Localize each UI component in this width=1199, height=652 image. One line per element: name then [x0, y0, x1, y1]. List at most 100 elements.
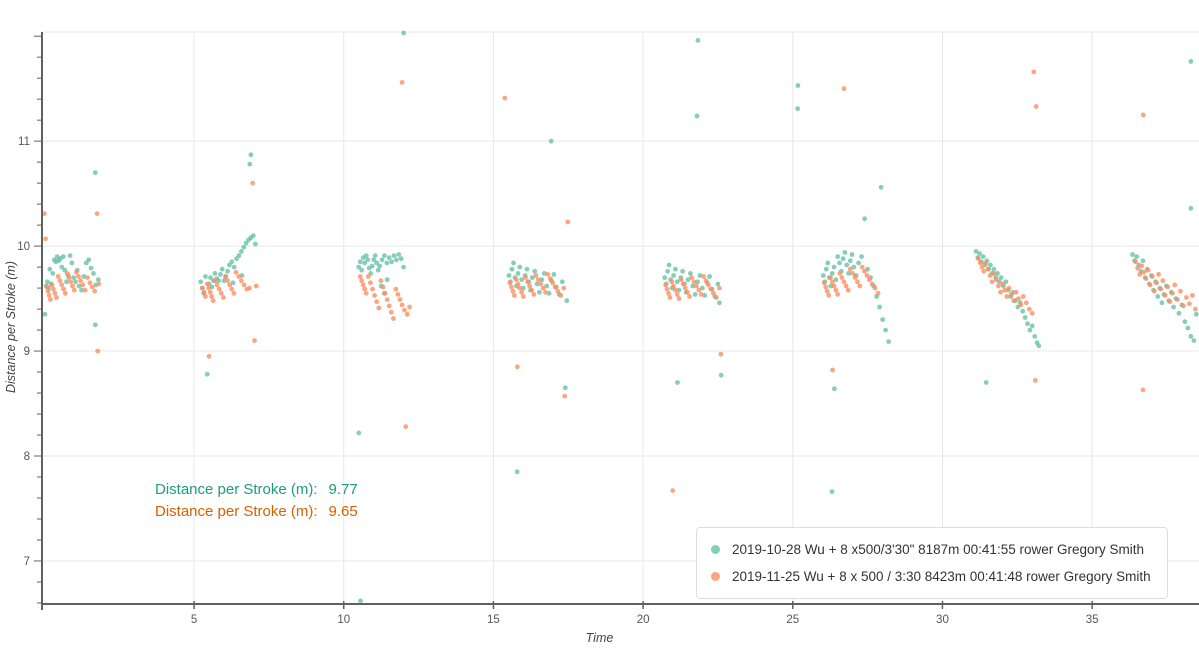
scatter-point-series-2[interactable] [252, 338, 257, 343]
scatter-point-series-1[interactable] [1025, 321, 1030, 327]
scatter-point-series-2[interactable] [1018, 302, 1024, 308]
scatter-point-series-2[interactable] [987, 273, 993, 278]
scatter-point-series-2[interactable] [214, 282, 220, 288]
scatter-point-series-1[interactable] [524, 266, 530, 272]
scatter-point-series-1[interactable] [564, 298, 570, 304]
scatter-point-series-2[interactable] [1170, 290, 1175, 296]
scatter-point-series-2[interactable] [74, 269, 79, 275]
scatter-point-series-2[interactable] [85, 275, 90, 280]
scatter-point-series-1[interactable] [676, 287, 682, 293]
scatter-point-series-2[interactable] [229, 286, 235, 292]
scatter-point-series-2[interactable] [1133, 259, 1138, 265]
scatter-point-series-2[interactable] [207, 289, 213, 295]
scatter-point-series-1[interactable] [715, 281, 721, 287]
scatter-point-series-1[interactable] [1188, 59, 1194, 64]
scatter-point-series-1[interactable] [1020, 308, 1026, 314]
scatter-point-series-1[interactable] [377, 263, 383, 269]
scatter-point-series-1[interactable] [991, 266, 997, 272]
scatter-point-series-2[interactable] [835, 292, 841, 297]
scatter-point-series-2[interactable] [362, 286, 368, 292]
scatter-point-series-2[interactable] [1029, 310, 1035, 316]
scatter-point-series-2[interactable] [1135, 265, 1140, 271]
scatter-point-series-2[interactable] [55, 274, 61, 279]
scatter-point-series-2[interactable] [1000, 281, 1005, 287]
scatter-point-series-1[interactable] [551, 272, 557, 277]
scatter-point-series-2[interactable] [221, 295, 226, 300]
scatter-point-series-1[interactable] [833, 277, 839, 283]
scatter-point-series-2[interactable] [1143, 276, 1149, 281]
scatter-point-series-2[interactable] [859, 264, 865, 270]
scatter-point-series-2[interactable] [42, 211, 47, 217]
scatter-point-series-1[interactable] [880, 317, 885, 322]
scatter-point-series-2[interactable] [231, 290, 237, 296]
scatter-point-series-2[interactable] [562, 393, 568, 399]
scatter-point-series-2[interactable] [823, 284, 829, 290]
scatter-point-series-2[interactable] [1002, 287, 1008, 293]
legend-item-series-2[interactable]: 2019-11-25 Wu + 8 x 500 / 3:30 8423m 00:… [711, 563, 1151, 590]
scatter-point-series-1[interactable] [877, 304, 882, 310]
scatter-point-series-1[interactable] [374, 260, 380, 266]
scatter-point-series-1[interactable] [559, 279, 565, 285]
scatter-point-series-2[interactable] [711, 290, 716, 296]
scatter-point-series-2[interactable] [857, 283, 863, 289]
scatter-point-series-1[interactable] [665, 268, 670, 274]
scatter-point-series-2[interactable] [206, 353, 212, 359]
scatter-point-series-1[interactable] [1036, 343, 1042, 349]
scatter-point-series-1[interactable] [662, 275, 668, 280]
scatter-point-series-2[interactable] [59, 282, 65, 288]
scatter-point-series-2[interactable] [1137, 272, 1143, 277]
scatter-point-series-2[interactable] [685, 289, 690, 295]
scatter-point-series-1[interactable] [42, 311, 48, 317]
scatter-point-series-2[interactable] [368, 280, 373, 286]
scatter-point-series-1[interactable] [69, 260, 75, 266]
scatter-point-series-2[interactable] [407, 304, 412, 310]
scatter-point-series-2[interactable] [552, 284, 558, 290]
scatter-point-series-1[interactable] [671, 273, 676, 278]
scatter-point-series-1[interactable] [239, 249, 244, 254]
scatter-point-series-1[interactable] [829, 489, 835, 495]
scatter-point-series-2[interactable] [694, 283, 699, 289]
scatter-point-series-2[interactable] [46, 293, 52, 298]
scatter-point-series-2[interactable] [76, 274, 81, 279]
scatter-point-series-2[interactable] [227, 282, 233, 288]
scatter-point-series-2[interactable] [708, 286, 714, 292]
scatter-point-series-1[interactable] [79, 287, 84, 293]
scatter-point-series-1[interactable] [695, 38, 701, 43]
scatter-point-series-2[interactable] [1140, 387, 1146, 393]
scatter-point-series-1[interactable] [50, 271, 56, 276]
scatter-point-series-2[interactable] [66, 275, 72, 280]
scatter-point-series-2[interactable] [380, 284, 386, 290]
scatter-point-series-2[interactable] [989, 279, 995, 285]
scatter-point-series-1[interactable] [358, 598, 363, 604]
scatter-point-series-1[interactable] [1027, 327, 1033, 333]
scatter-point-series-1[interactable] [1188, 334, 1194, 339]
scatter-point-series-1[interactable] [216, 278, 222, 284]
scatter-point-series-1[interactable] [534, 281, 540, 287]
scatter-point-series-1[interactable] [218, 272, 223, 277]
scatter-point-series-1[interactable] [840, 256, 846, 262]
scatter-point-series-1[interactable] [59, 264, 65, 270]
scatter-point-series-1[interactable] [382, 253, 387, 258]
scatter-point-series-1[interactable] [514, 469, 520, 475]
scatter-point-series-2[interactable] [1013, 289, 1019, 295]
scatter-point-series-2[interactable] [1139, 263, 1145, 269]
scatter-point-series-1[interactable] [384, 277, 390, 283]
scatter-point-series-2[interactable] [1149, 274, 1155, 279]
scatter-point-series-2[interactable] [64, 271, 70, 276]
scatter-point-series-2[interactable] [864, 273, 870, 278]
scatter-point-series-2[interactable] [43, 236, 48, 242]
scatter-point-series-2[interactable] [523, 275, 528, 280]
scatter-point-series-2[interactable] [821, 280, 827, 286]
scatter-point-series-2[interactable] [1167, 299, 1173, 305]
scatter-point-series-2[interactable] [527, 283, 532, 289]
scatter-point-series-1[interactable] [1185, 325, 1191, 331]
scatter-point-series-2[interactable] [388, 309, 394, 315]
scatter-point-series-2[interactable] [1190, 293, 1195, 298]
scatter-point-series-1[interactable] [95, 277, 101, 283]
scatter-point-series-1[interactable] [977, 251, 982, 256]
scatter-point-series-2[interactable] [996, 283, 1001, 289]
scatter-point-series-1[interactable] [1193, 311, 1199, 317]
scatter-point-series-2[interactable] [370, 286, 375, 292]
scatter-point-series-2[interactable] [391, 316, 396, 321]
scatter-point-series-2[interactable] [561, 285, 567, 291]
